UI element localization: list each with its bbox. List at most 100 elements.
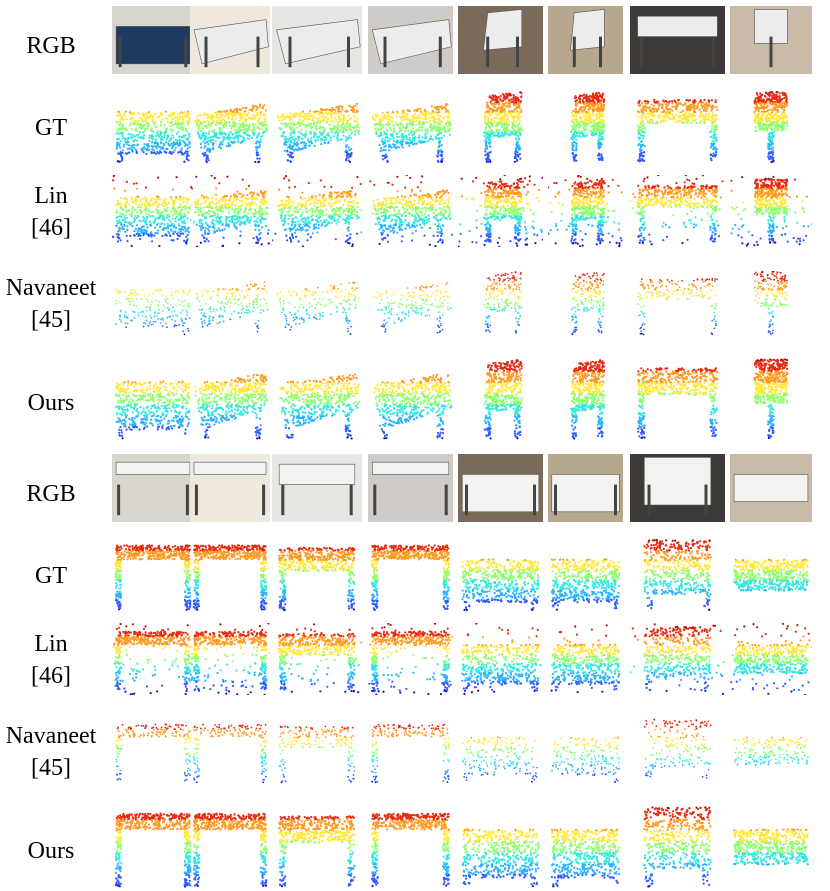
point: [595, 115, 597, 117]
point: [126, 130, 128, 132]
point: [219, 134, 221, 136]
point: [155, 142, 157, 144]
point: [786, 120, 788, 122]
point: [578, 101, 580, 103]
point: [582, 101, 584, 103]
point: [383, 146, 385, 148]
point: [496, 107, 498, 109]
point: [640, 153, 642, 155]
point: [573, 121, 575, 123]
point: [225, 219, 227, 221]
point: [389, 138, 391, 140]
point: [783, 127, 785, 129]
point: [168, 144, 170, 146]
point: [375, 130, 377, 132]
point: [710, 136, 712, 138]
point: [163, 229, 165, 231]
point: [240, 124, 242, 126]
point: [148, 214, 150, 216]
point: [680, 102, 682, 104]
point: [260, 139, 262, 141]
point: [489, 146, 491, 148]
point: [685, 111, 687, 113]
point: [284, 136, 286, 138]
point: [176, 233, 178, 235]
point: [146, 148, 148, 150]
point: [594, 108, 596, 110]
point: [776, 91, 778, 93]
point: [574, 124, 576, 126]
row-label-lin: Lin [46]: [0, 180, 102, 244]
point: [225, 122, 227, 124]
point: [404, 130, 406, 132]
point: [777, 111, 779, 113]
point: [308, 125, 310, 127]
point: [399, 129, 401, 131]
point: [485, 126, 487, 128]
point: [754, 100, 756, 102]
point: [504, 112, 506, 114]
point: [203, 146, 205, 148]
point: [137, 215, 139, 217]
point: [344, 126, 346, 128]
point: [655, 108, 657, 110]
point: [424, 141, 426, 143]
point: [208, 140, 210, 142]
point: [671, 110, 673, 112]
point: [254, 118, 256, 120]
photo-object-leg: [640, 37, 643, 68]
point: [208, 130, 210, 132]
point: [578, 135, 580, 137]
photo-object-leg: [712, 37, 715, 68]
point: [645, 102, 647, 104]
point: [256, 149, 258, 151]
point: [290, 122, 292, 124]
point: [500, 135, 502, 137]
point: [161, 113, 163, 115]
point: [644, 145, 646, 147]
point: [152, 202, 154, 204]
point: [357, 126, 359, 128]
point: [603, 99, 605, 101]
point: [671, 106, 673, 108]
point: [711, 125, 713, 127]
point: [491, 99, 493, 101]
point: [254, 229, 256, 231]
point: [237, 112, 239, 114]
point: [347, 114, 349, 116]
point: [235, 132, 237, 134]
point: [441, 151, 443, 153]
point: [158, 214, 160, 216]
point: [484, 150, 486, 152]
point: [430, 135, 432, 137]
point: [166, 223, 168, 225]
point: [441, 161, 443, 163]
point: [154, 227, 156, 229]
point: [181, 136, 183, 138]
point: [759, 93, 761, 95]
point: [172, 136, 174, 138]
point: [509, 102, 511, 104]
point: [292, 113, 294, 115]
point: [176, 126, 178, 128]
point: [595, 92, 597, 94]
point: [157, 133, 159, 135]
point: [331, 109, 333, 111]
point: [513, 119, 515, 121]
point: [179, 233, 181, 235]
point: [152, 215, 154, 217]
point: [253, 202, 255, 204]
point: [639, 137, 641, 139]
point: [261, 122, 263, 124]
point: [208, 123, 210, 125]
point: [119, 161, 121, 163]
point: [201, 214, 203, 216]
point: [716, 125, 718, 127]
point: [228, 212, 230, 214]
point: [312, 118, 314, 120]
point: [137, 196, 139, 198]
point: [147, 203, 149, 205]
point: [784, 106, 786, 108]
point: [203, 202, 205, 204]
point: [211, 226, 213, 228]
